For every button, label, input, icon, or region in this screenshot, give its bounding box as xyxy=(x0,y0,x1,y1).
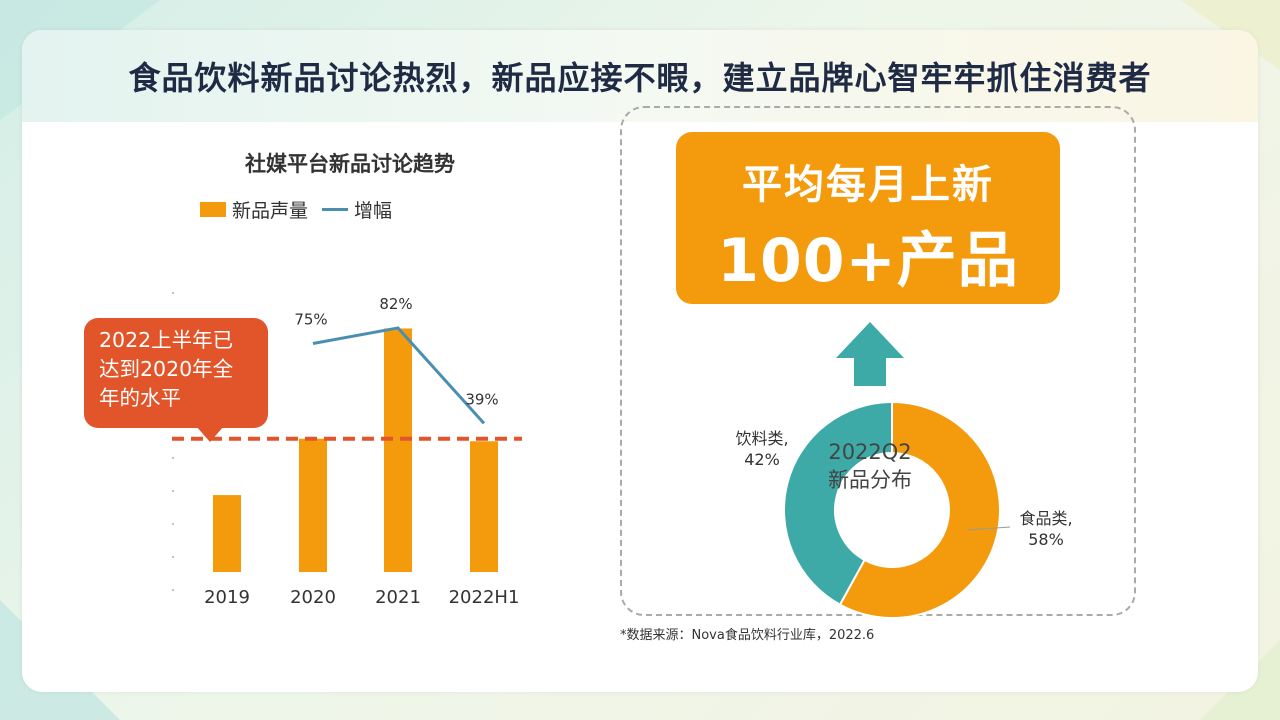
callout-line-1: 2022上半年已 xyxy=(99,328,234,352)
up-arrow-icon xyxy=(836,322,904,386)
bar-2022H1 xyxy=(470,441,498,572)
donut-label: 42% xyxy=(744,450,780,469)
donut-center-line-1: 2022Q2 xyxy=(828,440,912,464)
growth-label: 39% xyxy=(465,390,498,408)
donut-center-line-2: 新品分布 xyxy=(828,468,912,492)
bar-chart-title: 社媒平台新品讨论趋势 xyxy=(245,152,455,176)
highlight-box: 平均每月上新 100+产品 xyxy=(676,132,1060,304)
bar-2019 xyxy=(213,495,241,572)
bar-2020 xyxy=(299,438,327,572)
donut-leader-line xyxy=(967,526,1011,531)
legend-line-label: 增幅 xyxy=(354,200,393,222)
legend-line-swatch xyxy=(322,208,349,211)
growth-label: 75% xyxy=(294,311,327,329)
donut-label: 食品类, xyxy=(1019,509,1072,528)
x-tick-label: 2020 xyxy=(290,587,336,608)
growth-label: 82% xyxy=(379,295,412,313)
legend-bar-swatch xyxy=(200,202,226,217)
growth-line xyxy=(312,326,486,425)
page-title: 食品饮料新品讨论热烈，新品应接不暇，建立品牌心智牢牢抓住消费者 xyxy=(128,59,1152,97)
donut-label: 58% xyxy=(1028,530,1064,549)
x-tick-label: 2019 xyxy=(204,587,250,608)
highlight-line-1: 平均每月上新 xyxy=(742,162,994,208)
legend-bar-label: 新品声量 xyxy=(232,200,309,222)
donut-slice-1 xyxy=(783,400,893,607)
x-tick-label: 2021 xyxy=(375,587,421,608)
callout-line-3: 年的水平 xyxy=(99,386,181,410)
donut-label: 饮料类, xyxy=(735,429,788,448)
data-source-note: *数据来源：Nova食品饮料行业库，2022.6 xyxy=(620,628,875,643)
donut-slice-0 xyxy=(838,400,1001,619)
x-tick-label: 2022H1 xyxy=(449,587,520,608)
donut-center-label: 2022Q2 新品分布 xyxy=(808,438,932,494)
highlight-line-2: 100+产品 xyxy=(717,226,1019,296)
bar-2021 xyxy=(384,328,412,572)
bar-chart-legend: 新品声量 增幅 xyxy=(200,196,392,223)
callout-line-2: 达到2020年全 xyxy=(99,357,234,381)
annotation-callout: 2022上半年已 达到2020年全 年的水平 xyxy=(84,318,268,442)
